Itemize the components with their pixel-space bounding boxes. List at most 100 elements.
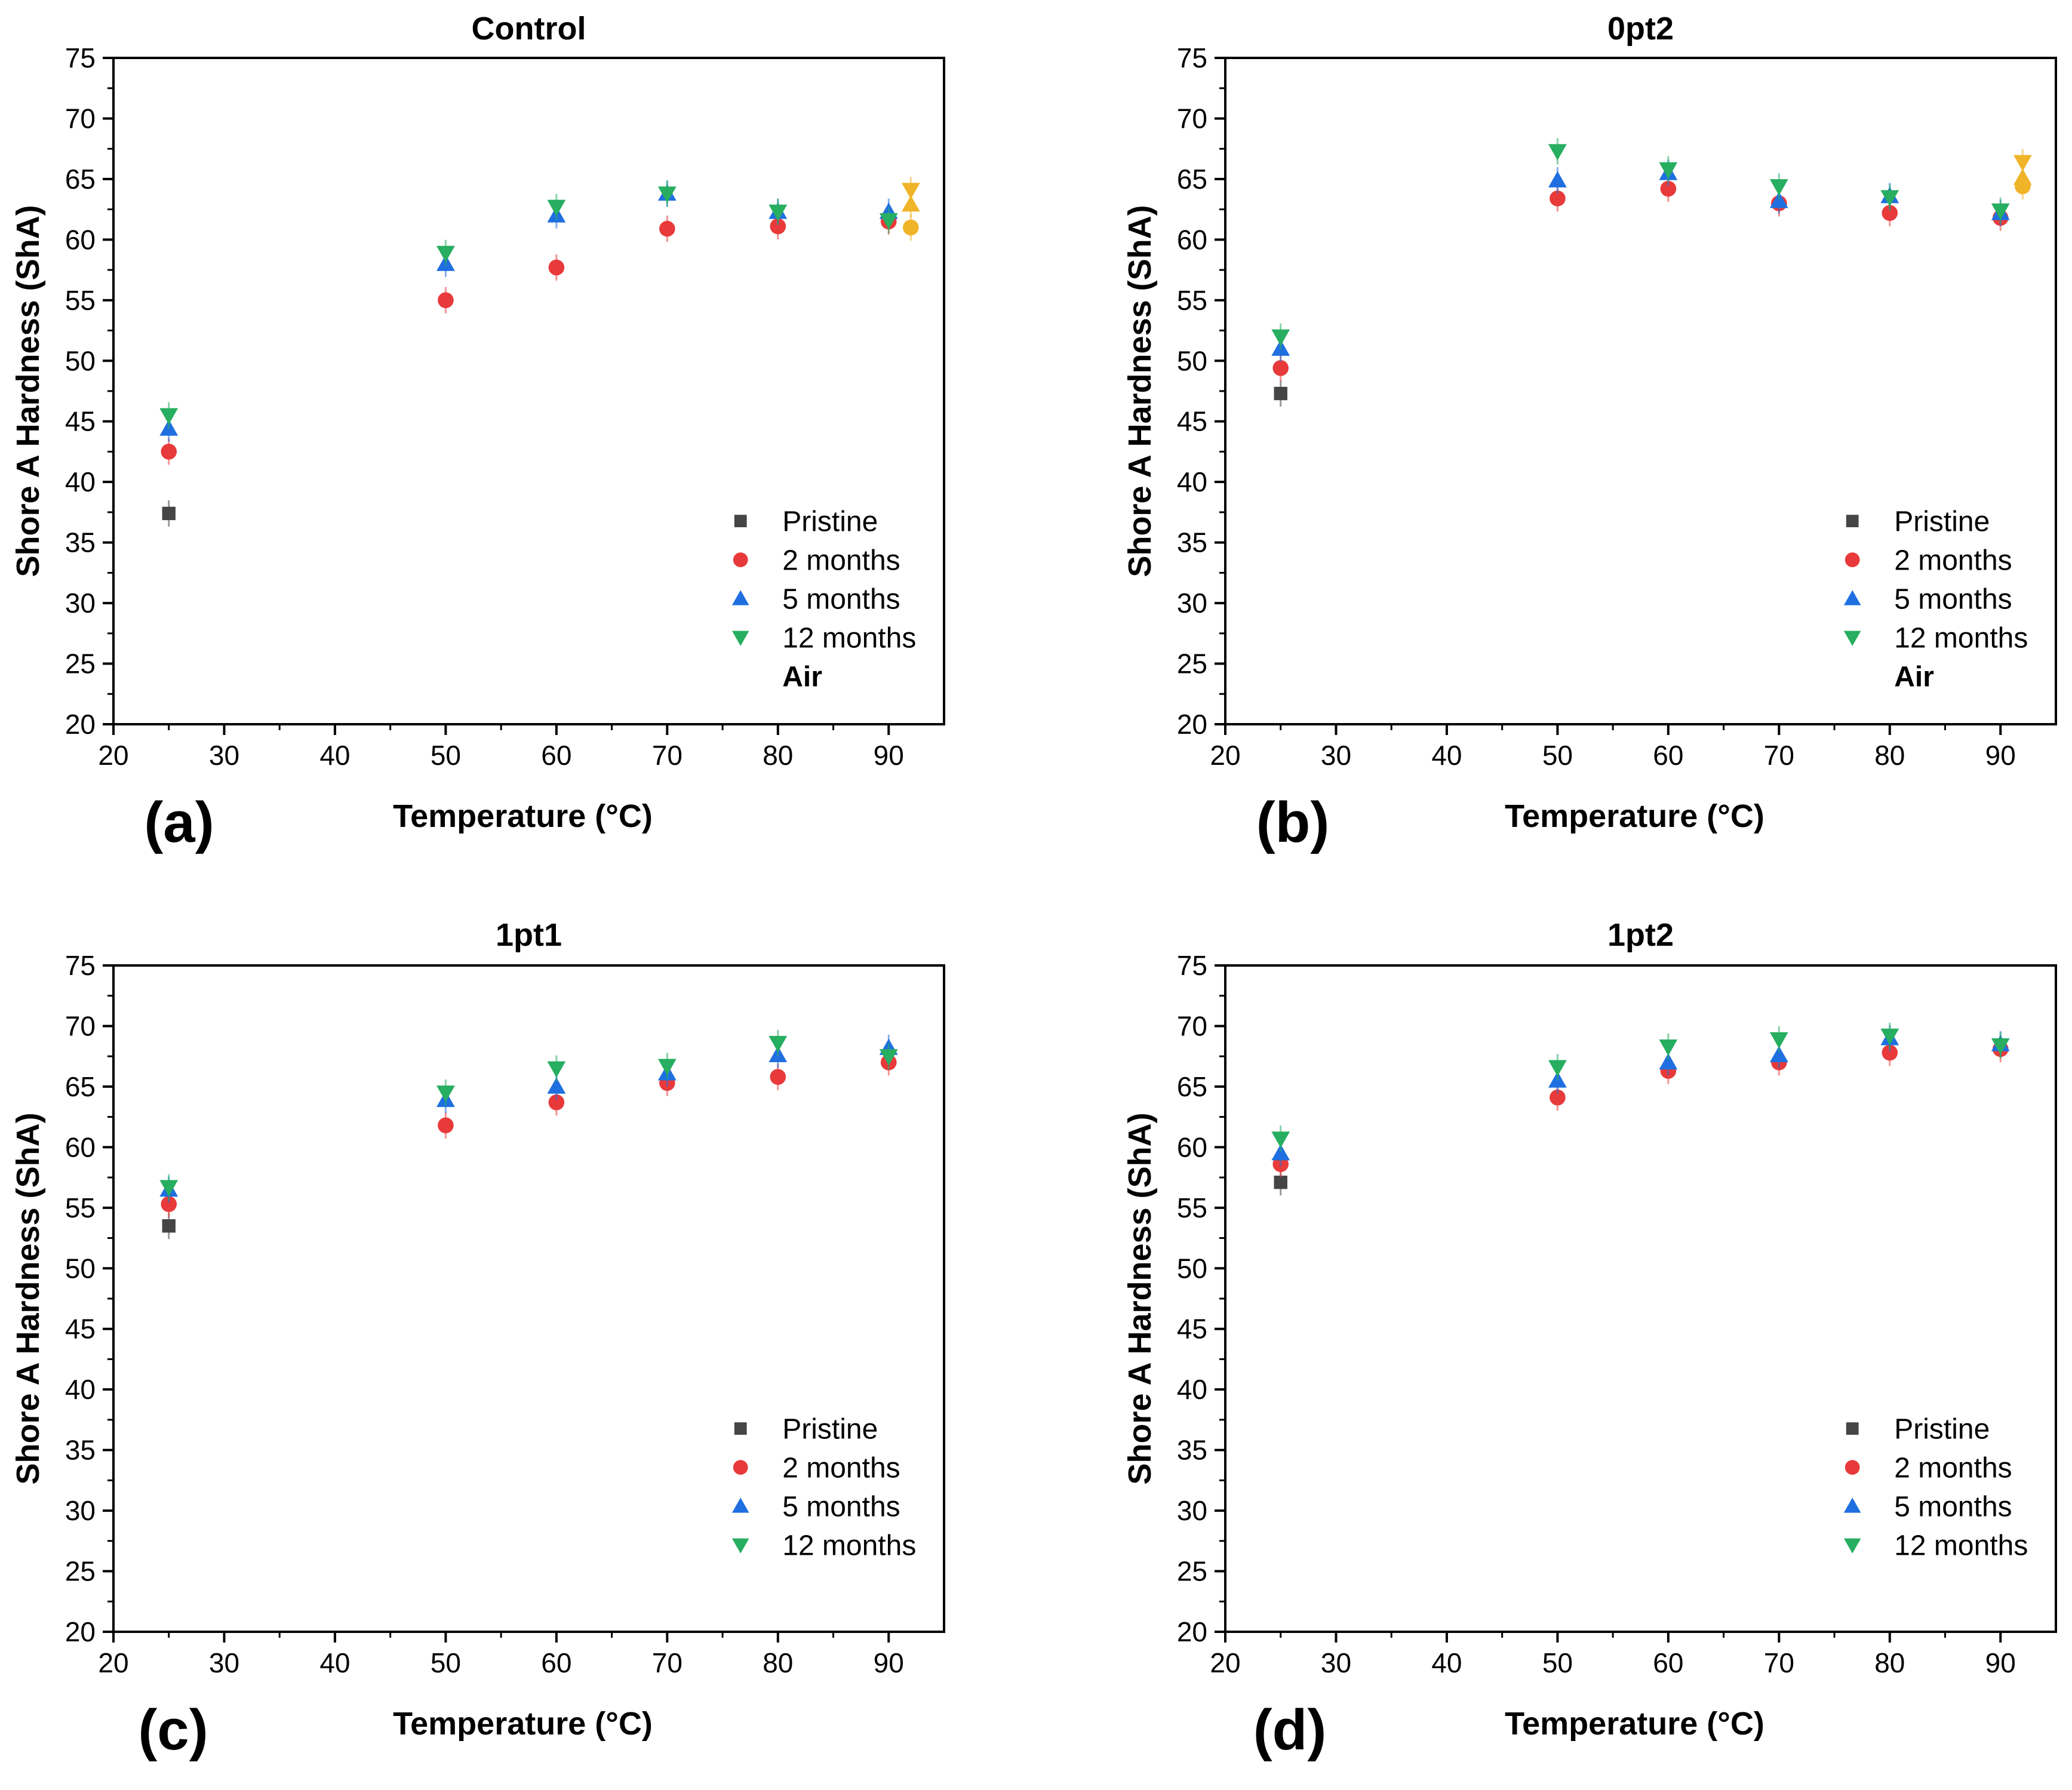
data-point [1769, 1045, 1788, 1063]
data-point [162, 1219, 176, 1233]
y-tick-label: 55 [65, 285, 96, 316]
data-point [548, 259, 565, 276]
x-tick-label: 40 [319, 740, 350, 771]
series-12-months [1271, 1022, 2010, 1152]
series-5-months [1271, 159, 2010, 362]
y-tick-label: 55 [1177, 285, 1207, 316]
y-tick-label: 45 [65, 1314, 96, 1345]
panel-letter: (b) [1256, 791, 1330, 854]
y-tick-label: 65 [65, 1071, 96, 1102]
data-point [1271, 329, 1290, 346]
legend-marker [1844, 552, 1860, 567]
data-point [2013, 155, 2032, 171]
data-point [159, 408, 179, 425]
x-tick-label: 60 [1653, 1647, 1683, 1678]
y-tick-label: 70 [65, 1010, 96, 1041]
y-axis-label: Shore A Hardness (ShA) [10, 205, 46, 577]
y-axis-label: Shore A Hardness (ShA) [1122, 1112, 1158, 1484]
legend-entry: 2 months [1894, 1453, 2012, 1484]
x-axis-label: Temperature (°C) [1505, 1706, 1764, 1742]
series-air [901, 177, 920, 241]
y-tick-label: 55 [1177, 1192, 1207, 1223]
legend-entry-air: Air [1894, 662, 1934, 693]
series-12-months [159, 1029, 898, 1201]
y-tick-label: 30 [1177, 588, 1207, 619]
y-tick-label: 60 [65, 1131, 96, 1162]
x-axis-label: Temperature (°C) [1505, 798, 1764, 834]
chart-panel-2: 0pt2 20 25 30 35 40 45 50 55 60 65 70 75 20 30 40 50 60 70… [1122, 11, 2057, 854]
series-pristine [162, 500, 176, 527]
data-point [162, 506, 176, 521]
data-point [903, 219, 919, 236]
y-tick-label: 20 [1177, 1616, 1207, 1647]
chart-panel-4: 1pt2 20 25 30 35 40 45 50 55 60 65 70 75 20 30 40 50 60 70… [1122, 917, 2057, 1762]
data-point [547, 199, 566, 216]
data-point [547, 1061, 566, 1078]
data-point [770, 218, 786, 235]
data-point [1274, 1176, 1287, 1189]
legend-entry: 5 months [782, 584, 900, 616]
x-tick-label: 80 [1874, 1647, 1905, 1678]
legend-entry: Pristine [782, 1414, 878, 1445]
data-point [438, 292, 454, 309]
y-tick-label: 35 [1177, 1435, 1207, 1466]
y-tick-label: 30 [65, 1495, 96, 1526]
y-tick-label: 55 [65, 1192, 96, 1223]
y-axis-label: Shore A Hardness (ShA) [1122, 205, 1158, 577]
y-tick-label: 60 [1177, 224, 1207, 255]
y-tick-label: 20 [65, 1616, 96, 1647]
legend-marker [1843, 1538, 1861, 1554]
y-tick-label: 75 [65, 950, 96, 981]
y-tick-label: 50 [1177, 345, 1207, 376]
data-point [1548, 144, 1567, 161]
y-tick-label: 75 [65, 42, 96, 73]
y-tick-label: 50 [1177, 1253, 1207, 1284]
y-tick-label: 40 [1177, 466, 1207, 497]
y-tick-label: 45 [1177, 406, 1207, 437]
legend-entry: 5 months [782, 1491, 900, 1523]
legend-entry: 2 months [1894, 545, 2012, 577]
data-point [1882, 1044, 1898, 1061]
x-tick-label: 30 [1321, 740, 1351, 771]
series-12-months [159, 180, 898, 429]
x-tick-label: 50 [1542, 1647, 1573, 1678]
chart-panel-1: Control 20 25 30 35 40 45 50 55 60 65 70 75 20 30 40 50 6… [10, 11, 945, 854]
legend-marker [1843, 631, 1861, 646]
y-tick-label: 20 [65, 709, 96, 740]
data-point [768, 1035, 788, 1053]
chart-title: 0pt2 [1607, 11, 1674, 47]
data-point [547, 1077, 566, 1094]
x-axis-label: Temperature (°C) [393, 798, 653, 834]
x-tick-label: 80 [1874, 740, 1905, 771]
y-tick-label: 45 [1177, 1314, 1207, 1345]
series-air [2013, 149, 2032, 200]
data-point [659, 220, 675, 237]
series-2-months [161, 208, 897, 465]
data-point [1659, 162, 1678, 179]
y-tick-label: 70 [1177, 1010, 1207, 1041]
x-tick-label: 70 [1764, 1647, 1794, 1678]
x-tick-label: 30 [1321, 1647, 1351, 1678]
legend: Pristine 2 months 5 months 12 months [731, 1414, 916, 1562]
data-point [438, 1117, 454, 1134]
legend-entry: Pristine [1894, 506, 1990, 538]
data-point [1882, 205, 1898, 222]
x-tick-label: 20 [1210, 740, 1240, 771]
legend-entry: 12 months [782, 1530, 916, 1562]
y-tick-label: 30 [65, 588, 96, 619]
y-tick-label: 60 [65, 224, 96, 255]
y-tick-label: 35 [65, 527, 96, 558]
data-point [879, 1049, 898, 1066]
legend-entry: 2 months [782, 545, 900, 577]
series-5-months [159, 180, 898, 442]
y-tick-label: 45 [65, 406, 96, 437]
y-tick-label: 50 [65, 345, 96, 376]
legend: Pristine 2 months 5 months 12 months Air [1843, 506, 2028, 693]
data-point [1271, 1144, 1290, 1161]
data-point [161, 444, 177, 460]
legend: Pristine 2 months 5 months 12 months [1843, 1414, 2028, 1562]
data-point [1660, 180, 1677, 197]
panel-letter: (a) [144, 791, 214, 854]
x-tick-label: 20 [98, 1647, 128, 1678]
